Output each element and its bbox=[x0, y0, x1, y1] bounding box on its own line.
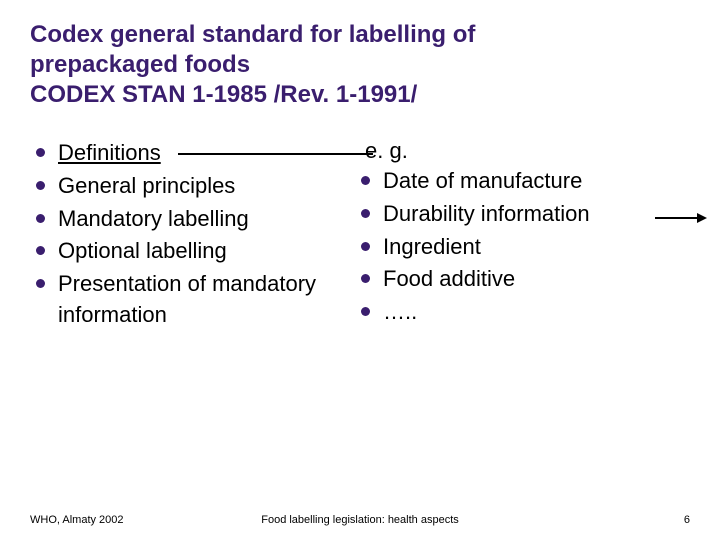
list-item: Date of manufacture bbox=[355, 166, 685, 197]
list-item: Optional labelling bbox=[30, 236, 340, 267]
arrow-icon bbox=[655, 212, 707, 224]
footer-center: Food labelling legislation: health aspec… bbox=[261, 514, 459, 526]
list-item: Presentation of mandatory information bbox=[30, 269, 340, 331]
bullet-icon bbox=[36, 148, 45, 157]
eg-label: e. g. bbox=[365, 138, 685, 164]
bullet-icon bbox=[36, 181, 45, 190]
list-item: Food additive bbox=[355, 264, 685, 295]
list-item: General principles bbox=[30, 171, 340, 202]
list-item: Definitions bbox=[30, 138, 340, 169]
footer-left: WHO, Almaty 2002 bbox=[30, 514, 124, 526]
left-list: Definitions General principles Mandatory… bbox=[30, 138, 340, 331]
list-item-label: Optional labelling bbox=[58, 238, 227, 263]
list-item-label: Food additive bbox=[383, 266, 515, 291]
list-item: Durability information bbox=[355, 199, 685, 230]
right-column: e. g. Date of manufacture Durability inf… bbox=[355, 138, 685, 333]
list-item-label: Ingredient bbox=[383, 234, 481, 259]
slide-container: Codex general standard for labelling of … bbox=[0, 0, 720, 540]
list-item-label: Durability information bbox=[383, 201, 590, 226]
slide-title: Codex general standard for labelling of … bbox=[30, 20, 690, 110]
list-item-label: ….. bbox=[383, 299, 417, 324]
list-item-label: Presentation of mandatory information bbox=[58, 271, 316, 327]
list-item-label: Definitions bbox=[58, 140, 161, 165]
page-number: 6 bbox=[684, 514, 690, 526]
list-item: ….. bbox=[355, 297, 685, 328]
right-list: Date of manufacture Durability informati… bbox=[355, 166, 685, 328]
bullet-icon bbox=[361, 274, 370, 283]
list-item-label: Date of manufacture bbox=[383, 168, 582, 193]
bullet-icon bbox=[36, 279, 45, 288]
bullet-icon bbox=[361, 209, 370, 218]
left-column: Definitions General principles Mandatory… bbox=[30, 138, 340, 333]
bullet-icon bbox=[36, 246, 45, 255]
bullet-icon bbox=[361, 176, 370, 185]
title-line-3: CODEX STAN 1-1985 /Rev. 1-1991/ bbox=[30, 81, 417, 108]
title-line-2: prepackaged foods bbox=[30, 51, 250, 78]
bullet-icon bbox=[361, 307, 370, 316]
bullet-icon bbox=[36, 214, 45, 223]
title-line-1: Codex general standard for labelling of bbox=[30, 21, 475, 48]
bullet-icon bbox=[361, 242, 370, 251]
list-item-label: Mandatory labelling bbox=[58, 206, 249, 231]
slide-footer: WHO, Almaty 2002 Food labelling legislat… bbox=[30, 514, 690, 526]
content-columns: Definitions General principles Mandatory… bbox=[30, 138, 690, 333]
list-item-label: General principles bbox=[58, 173, 235, 198]
list-item: Ingredient bbox=[355, 232, 685, 263]
list-item: Mandatory labelling bbox=[30, 204, 340, 235]
